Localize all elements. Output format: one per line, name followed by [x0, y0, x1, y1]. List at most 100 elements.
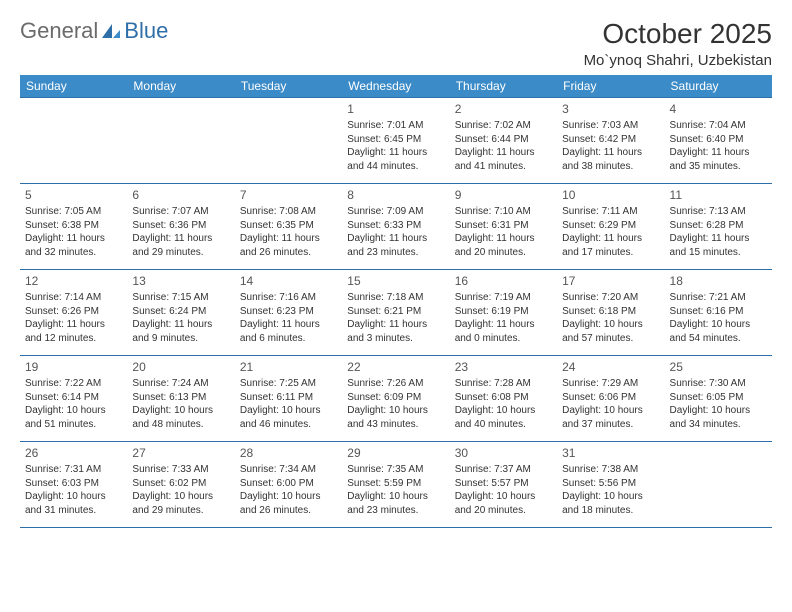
daylight-line: and 9 minutes.	[132, 332, 229, 346]
logo-sail-icon	[100, 22, 122, 40]
calendar-day-cell: 20Sunrise: 7:24 AMSunset: 6:13 PMDayligh…	[127, 356, 234, 442]
sunset-line: Sunset: 5:57 PM	[455, 477, 552, 491]
calendar-day-cell: 7Sunrise: 7:08 AMSunset: 6:35 PMDaylight…	[235, 184, 342, 270]
calendar-day-cell: 28Sunrise: 7:34 AMSunset: 6:00 PMDayligh…	[235, 442, 342, 528]
calendar-day-cell: 5Sunrise: 7:05 AMSunset: 6:38 PMDaylight…	[20, 184, 127, 270]
sunrise-line: Sunrise: 7:03 AM	[562, 119, 659, 133]
sunrise-line: Sunrise: 7:14 AM	[25, 291, 122, 305]
sunrise-line: Sunrise: 7:11 AM	[562, 205, 659, 219]
daylight-line: and 44 minutes.	[347, 160, 444, 174]
daylight-line: Daylight: 10 hours	[670, 404, 767, 418]
calendar-day-cell	[235, 98, 342, 184]
sunrise-line: Sunrise: 7:19 AM	[455, 291, 552, 305]
day-number: 4	[670, 101, 767, 117]
sunset-line: Sunset: 6:29 PM	[562, 219, 659, 233]
calendar-day-cell: 31Sunrise: 7:38 AMSunset: 5:56 PMDayligh…	[557, 442, 664, 528]
sunrise-line: Sunrise: 7:16 AM	[240, 291, 337, 305]
sunset-line: Sunset: 6:05 PM	[670, 391, 767, 405]
sunset-line: Sunset: 6:44 PM	[455, 133, 552, 147]
daylight-line: Daylight: 10 hours	[562, 404, 659, 418]
daylight-line: and 26 minutes.	[240, 246, 337, 260]
sunrise-line: Sunrise: 7:15 AM	[132, 291, 229, 305]
sunset-line: Sunset: 5:59 PM	[347, 477, 444, 491]
sunset-line: Sunset: 6:18 PM	[562, 305, 659, 319]
daylight-line: and 0 minutes.	[455, 332, 552, 346]
sunrise-line: Sunrise: 7:35 AM	[347, 463, 444, 477]
sunset-line: Sunset: 6:23 PM	[240, 305, 337, 319]
day-number: 2	[455, 101, 552, 117]
calendar-day-cell: 22Sunrise: 7:26 AMSunset: 6:09 PMDayligh…	[342, 356, 449, 442]
daylight-line: Daylight: 11 hours	[347, 146, 444, 160]
calendar-week-row: 1Sunrise: 7:01 AMSunset: 6:45 PMDaylight…	[20, 98, 772, 184]
day-number: 27	[132, 445, 229, 461]
calendar-day-cell: 13Sunrise: 7:15 AMSunset: 6:24 PMDayligh…	[127, 270, 234, 356]
daylight-line: Daylight: 11 hours	[562, 232, 659, 246]
calendar-day-cell: 8Sunrise: 7:09 AMSunset: 6:33 PMDaylight…	[342, 184, 449, 270]
sunset-line: Sunset: 6:08 PM	[455, 391, 552, 405]
sunset-line: Sunset: 6:02 PM	[132, 477, 229, 491]
daylight-line: Daylight: 11 hours	[670, 232, 767, 246]
daylight-line: Daylight: 11 hours	[240, 232, 337, 246]
sunset-line: Sunset: 6:31 PM	[455, 219, 552, 233]
calendar-day-cell: 14 Sunrise: 7:16 AMSunset: 6:23 PMDayligh…	[235, 270, 342, 356]
day-number: 30	[455, 445, 552, 461]
daylight-line: and 17 minutes.	[562, 246, 659, 260]
sunrise-line: Sunrise: 7:26 AM	[347, 377, 444, 391]
sunrise-line: Sunrise: 7:33 AM	[132, 463, 229, 477]
logo-word-2: Blue	[124, 18, 168, 44]
daylight-line: and 48 minutes.	[132, 418, 229, 432]
calendar-week-row: 19Sunrise: 7:22 AMSunset: 6:14 PMDayligh…	[20, 356, 772, 442]
day-number: 3	[562, 101, 659, 117]
sunrise-line: Sunrise: 7:09 AM	[347, 205, 444, 219]
daylight-line: Daylight: 11 hours	[25, 318, 122, 332]
calendar-day-cell: 4Sunrise: 7:04 AMSunset: 6:40 PMDaylight…	[665, 98, 772, 184]
day-number: 8	[347, 187, 444, 203]
daylight-line: and 51 minutes.	[25, 418, 122, 432]
sunrise-line: Sunrise: 7:07 AM	[132, 205, 229, 219]
sunrise-line: Sunrise: 7:18 AM	[347, 291, 444, 305]
sunrise-line: Sunrise: 7:02 AM	[455, 119, 552, 133]
calendar-day-cell	[127, 98, 234, 184]
calendar-day-cell: 11Sunrise: 7:13 AMSunset: 6:28 PMDayligh…	[665, 184, 772, 270]
sunset-line: Sunset: 6:13 PM	[132, 391, 229, 405]
daylight-line: and 43 minutes.	[347, 418, 444, 432]
daylight-line: and 37 minutes.	[562, 418, 659, 432]
weekday-header: Tuesday	[235, 75, 342, 98]
sunset-line: Sunset: 6:06 PM	[562, 391, 659, 405]
calendar-day-cell	[665, 442, 772, 528]
daylight-line: Daylight: 10 hours	[347, 490, 444, 504]
daylight-line: and 23 minutes.	[347, 504, 444, 518]
daylight-line: and 34 minutes.	[670, 418, 767, 432]
sunrise-line: Sunrise: 7:10 AM	[455, 205, 552, 219]
daylight-line: and 20 minutes.	[455, 504, 552, 518]
sunset-line: Sunset: 6:19 PM	[455, 305, 552, 319]
daylight-line: Daylight: 11 hours	[240, 318, 337, 332]
sunset-line: Sunset: 6:38 PM	[25, 219, 122, 233]
daylight-line: Daylight: 10 hours	[132, 490, 229, 504]
day-number: 29	[347, 445, 444, 461]
day-number: 10	[562, 187, 659, 203]
calendar-week-row: 26Sunrise: 7:31 AMSunset: 6:03 PMDayligh…	[20, 442, 772, 528]
calendar-day-cell: 26Sunrise: 7:31 AMSunset: 6:03 PMDayligh…	[20, 442, 127, 528]
daylight-line: Daylight: 11 hours	[455, 232, 552, 246]
day-number: 6	[132, 187, 229, 203]
sunrise-line: Sunrise: 7:25 AM	[240, 377, 337, 391]
day-number: 14	[240, 273, 337, 289]
logo: General Blue	[20, 18, 168, 44]
daylight-line: Daylight: 11 hours	[132, 232, 229, 246]
sunrise-line: Sunrise: 7:30 AM	[670, 377, 767, 391]
calendar-day-cell: 15Sunrise: 7:18 AMSunset: 6:21 PMDayligh…	[342, 270, 449, 356]
daylight-line: and 35 minutes.	[670, 160, 767, 174]
sunrise-line: Sunrise: 7:24 AM	[132, 377, 229, 391]
day-number: 25	[670, 359, 767, 375]
calendar-day-cell: 29 Sunrise: 7:35 AMSunset: 5:59 PMDayligh…	[342, 442, 449, 528]
calendar-day-cell: 1Sunrise: 7:01 AMSunset: 6:45 PMDaylight…	[342, 98, 449, 184]
sunrise-line: Sunrise: 7:20 AM	[562, 291, 659, 305]
weekday-header: Monday	[127, 75, 234, 98]
day-number: 31	[562, 445, 659, 461]
day-number: 12	[25, 273, 122, 289]
day-number: 11	[670, 187, 767, 203]
sunset-line: Sunset: 6:16 PM	[670, 305, 767, 319]
sunset-line: Sunset: 6:24 PM	[132, 305, 229, 319]
daylight-line: and 18 minutes.	[562, 504, 659, 518]
